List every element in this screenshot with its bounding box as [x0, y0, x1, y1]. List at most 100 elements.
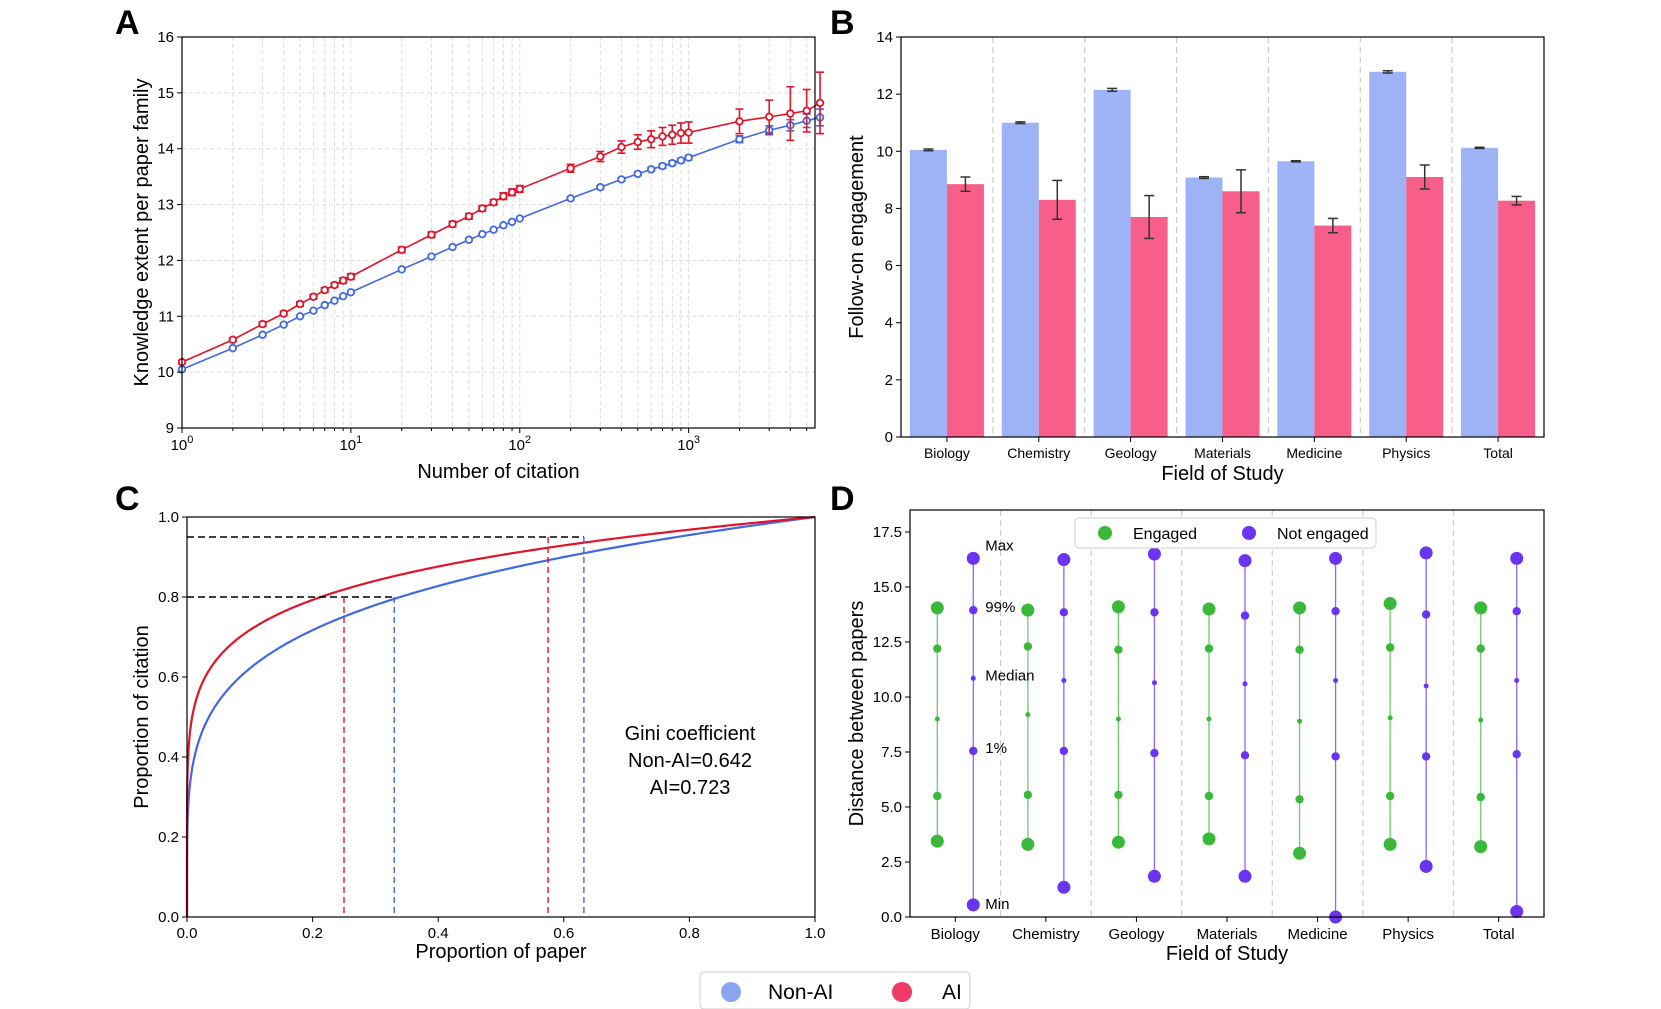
x-tick-label: Physics	[1382, 926, 1434, 943]
percentile-point-not-engaged	[1240, 751, 1250, 760]
panel-b-chart: Biology Chemistry Geology Materials Medicine…	[846, 29, 1545, 485]
x-tick-label: Materials	[1194, 445, 1251, 461]
data-point-non-ai	[279, 320, 288, 329]
data-point-ai	[596, 152, 605, 161]
percentile-point-engaged	[1114, 790, 1123, 800]
percentile-point-engaged	[1295, 645, 1304, 654]
data-point-ai	[668, 130, 677, 139]
data-point-ai	[815, 98, 825, 108]
lorenz-curve-ai	[185, 515, 816, 917]
legend-ai-marker	[892, 982, 912, 1002]
percentile-point-not-engaged	[1419, 859, 1433, 873]
percentile-point-engaged	[1204, 791, 1214, 801]
data-point-ai	[309, 292, 318, 301]
data-point-non-ai	[346, 288, 356, 297]
data-point-ai	[478, 204, 487, 213]
data-point-non-ai	[478, 229, 487, 239]
percentile-point-engaged	[933, 644, 942, 653]
percentile-point-not-engaged	[1147, 869, 1161, 883]
percentile-point-engaged	[1025, 712, 1031, 718]
y-tick-label: 5.0	[881, 799, 902, 816]
legend-ai-label: AI	[942, 981, 962, 1004]
data-point-non-ai	[596, 183, 605, 192]
data-point-non-ai	[338, 291, 348, 301]
data-point-ai	[464, 212, 474, 221]
gini-annotation-line: Non-AI=0.642	[628, 750, 752, 772]
bar-ai-materials	[1222, 191, 1260, 437]
x-tick-label: 101	[339, 434, 362, 454]
legend-engaged-label: Engaged	[1133, 526, 1197, 543]
percentile-point-not-engaged	[1150, 748, 1159, 758]
y-tick-label: 4	[885, 315, 893, 332]
percentile-point-engaged	[1476, 644, 1485, 653]
y-tick-label: 6	[885, 258, 893, 275]
data-point-ai	[507, 188, 517, 197]
percentile-point-engaged	[1297, 718, 1303, 724]
panel-label-b: B	[830, 4, 855, 42]
data-point-non-ai	[448, 242, 457, 252]
data-point-non-ai	[295, 312, 305, 321]
x-tick-label: Chemistry	[1007, 445, 1070, 461]
data-point-ai	[499, 191, 508, 201]
data-point-non-ai	[427, 252, 436, 261]
data-point-non-ai	[507, 217, 517, 227]
percentile-point-engaged	[1293, 846, 1307, 860]
x-tick-label: Total	[1483, 926, 1515, 943]
data-point-non-ai	[633, 169, 643, 179]
percentile-point-not-engaged	[1331, 752, 1340, 761]
y-tick-label: 12	[157, 252, 174, 269]
percentile-label: Max	[985, 537, 1014, 554]
y-tick-label: 10	[876, 143, 893, 160]
y-axis-title: Distance between papers	[846, 601, 868, 827]
y-tick-label: 10.0	[873, 689, 902, 706]
x-tick-label: 0.8	[679, 925, 700, 942]
x-tick-label: 1.0	[805, 925, 826, 942]
bar-ai-biology	[946, 184, 984, 437]
percentile-point-engaged	[1387, 715, 1393, 721]
y-tick-label: 17.5	[873, 524, 902, 541]
y-tick-label: 2.5	[881, 854, 902, 871]
percentile-point-engaged	[1115, 716, 1121, 722]
data-point-non-ai	[515, 214, 524, 223]
panel-d-chart: Biology Chemistry Geology Materials Medicine…	[846, 509, 1545, 965]
data-point-ai	[802, 106, 811, 115]
percentile-point-not-engaged	[1238, 554, 1252, 568]
x-axis-title: Number of citation	[417, 461, 579, 483]
percentile-point-engaged	[1478, 717, 1484, 723]
data-point-non-ai	[658, 161, 667, 171]
x-axis-title: Field of Study	[1161, 463, 1283, 485]
x-tick-label: Geology	[1108, 926, 1164, 943]
data-point-ai	[338, 276, 348, 285]
percentile-label: Min	[985, 896, 1009, 913]
series-line-non-ai	[181, 116, 821, 371]
percentile-point-not-engaged	[1150, 608, 1159, 617]
percentile-point-engaged	[1293, 601, 1307, 615]
percentile-point-not-engaged	[970, 675, 976, 681]
x-tick-label: 103	[677, 434, 700, 454]
plot-frame	[181, 36, 816, 429]
x-tick-label: Biology	[931, 926, 981, 943]
data-point-ai	[427, 230, 436, 239]
bar-non-ai-chemistry	[1001, 122, 1039, 437]
percentile-point-not-engaged	[1514, 678, 1520, 683]
percentile-point-engaged	[1021, 603, 1035, 617]
percentile-point-engaged	[1295, 795, 1304, 804]
percentile-point-engaged	[933, 791, 942, 801]
gini-annotation-line: Gini coefficient	[625, 723, 756, 745]
panel-label-a: A	[115, 4, 140, 42]
data-point-ai	[765, 112, 774, 122]
percentile-point-not-engaged	[969, 746, 978, 756]
percentile-point-not-engaged	[966, 898, 980, 912]
y-tick-label: 16	[157, 29, 174, 46]
percentile-point-not-engaged	[1419, 546, 1433, 560]
bar-non-ai-total	[1461, 147, 1499, 437]
percentile-point-engaged	[1202, 602, 1216, 616]
plot-frame	[186, 516, 816, 918]
data-point-non-ai	[228, 343, 238, 353]
y-tick-label: 1.0	[158, 509, 179, 526]
gini-annotation-line: AI=0.723	[650, 777, 731, 799]
legend-not-engaged-marker	[1242, 526, 1256, 540]
data-point-non-ai	[499, 221, 508, 230]
y-tick-label: 0	[885, 429, 893, 446]
